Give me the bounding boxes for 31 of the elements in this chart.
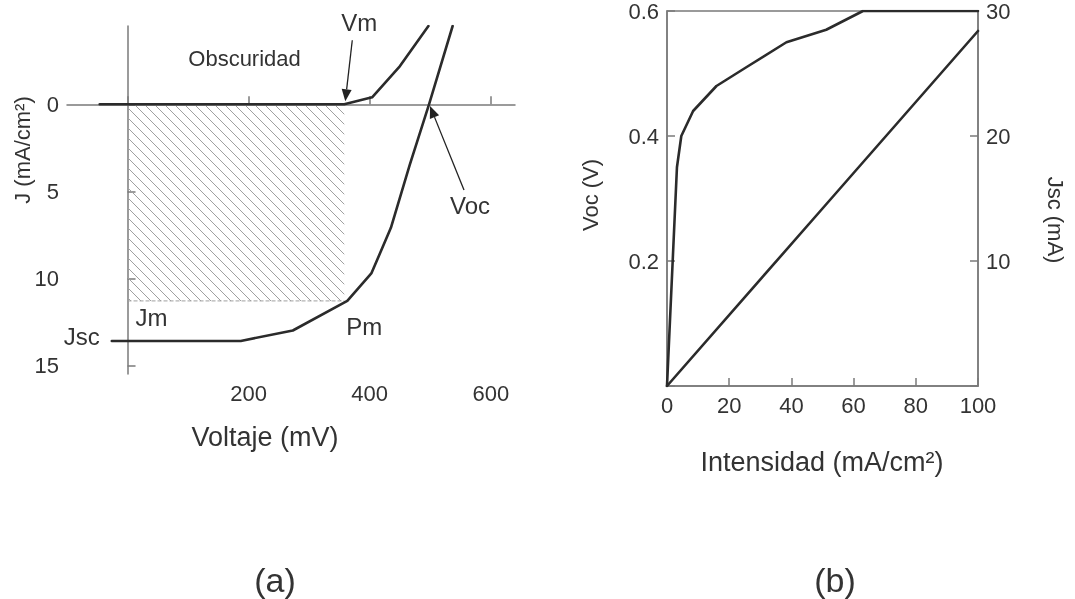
legend-label: Obscuridad — [188, 45, 301, 71]
x-tick-label: 100 — [959, 392, 997, 418]
annotation: Jm — [135, 304, 168, 332]
y-tick-label: 5 — [46, 178, 59, 204]
x-tick-label: 20 — [716, 392, 742, 418]
y-axis-title: Voc (V) — [577, 158, 603, 232]
text: (b) — [814, 561, 856, 599]
y-tick-label: 0.6 — [628, 0, 659, 24]
x-axis-title: Intensidad (mA/cm²) — [700, 447, 944, 477]
x-tick-label: 60 — [841, 392, 866, 418]
y-tick-label: 0.4 — [628, 123, 659, 149]
text: (a) — [254, 561, 296, 599]
y-tick-label: 15 — [34, 352, 59, 378]
x-tick-label: 200 — [230, 380, 267, 406]
annotation: Voc — [449, 191, 491, 219]
y2-tick-label: 10 — [986, 248, 1011, 274]
x-tick-label: 40 — [779, 392, 804, 418]
annotation: Jsc — [63, 323, 100, 351]
x-tick-label: 400 — [351, 380, 389, 406]
y2-axis-title: Jsc (mA) — [1042, 176, 1068, 264]
annotation: Pm — [346, 313, 383, 341]
y-tick-label: 10 — [34, 265, 59, 291]
x-tick-label: 600 — [472, 380, 510, 406]
y-tick-label: 0.2 — [628, 248, 659, 274]
x-tick-label: 80 — [903, 392, 929, 418]
y2-tick-label: 30 — [986, 0, 1011, 24]
annotation: Vm — [341, 8, 378, 36]
y2-tick-label: 20 — [986, 123, 1011, 149]
y-axis-title: J (mA/cm²) — [9, 96, 35, 204]
y-tick-label: 0 — [46, 91, 59, 117]
x-axis-title: Voltaje (mV) — [191, 422, 339, 452]
